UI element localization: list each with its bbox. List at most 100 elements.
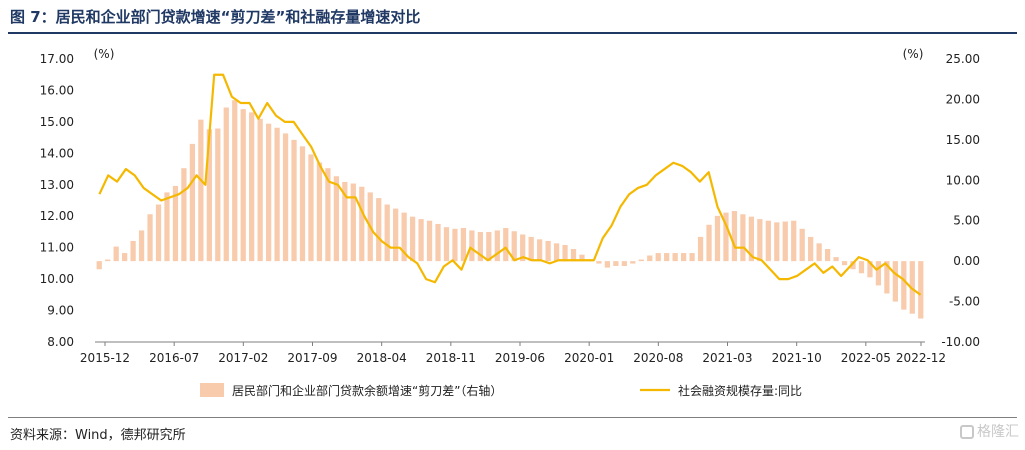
footer-divider [8,417,1017,418]
bar [791,220,797,262]
bar [147,214,153,262]
left-tick-label: 8.00 [47,335,74,349]
bar [282,133,289,262]
legend: 居民部门和企业部门贷款余额增速“剪刀差”（右轴） 社会融资规模存量:同比 [200,383,802,398]
bar [96,261,102,270]
watermark-logo-icon [960,425,974,439]
bar [799,228,805,262]
left-tick-label: 9.00 [47,304,74,318]
legend-line-label: 社会融资规模存量:同比 [678,383,802,398]
x-tick-label: 2019-06 [495,351,545,365]
bar [249,112,255,262]
bar [681,253,687,262]
right-axis: -10.00 -5.00 0.00 5.00 10.00 15.00 20.00 25.00 [941,52,980,349]
bar [409,216,416,262]
bar [359,186,365,262]
bar [520,234,526,262]
bar [198,119,204,262]
bar [435,223,441,262]
bar [562,244,568,262]
bar [333,176,339,262]
bar [808,236,814,262]
x-tick-label: 2017-09 [287,351,337,365]
chart-title: 图 7：居民和企业部门贷款增速“剪刀差”和社融存量增速对比 [10,8,421,26]
legend-bar-swatch [200,383,224,397]
right-tick-label: 0.00 [953,254,980,268]
x-tick-label: 2021-10 [772,351,822,365]
bar-series [96,100,924,319]
x-tick-label: 2017-02 [218,351,268,365]
bar [884,261,890,294]
bar [858,261,865,274]
bar [655,253,661,262]
bar [291,139,297,262]
bar [545,240,551,262]
bar [672,253,678,262]
bar [833,257,839,262]
bar [596,261,602,264]
bar [181,168,187,262]
bar [257,118,263,262]
bar [511,231,517,262]
bar [723,212,729,262]
bar [342,181,348,262]
x-tick-label: 2021-03 [702,351,752,365]
bar [901,261,907,310]
x-tick-label: 2022-12 [896,351,946,365]
title-divider [8,32,1017,34]
bar [613,261,619,266]
right-tick-label: -5.00 [949,295,980,309]
left-tick-label: 14.00 [40,146,74,160]
bar [782,221,788,262]
bar [274,127,280,262]
bar [621,261,627,266]
bar [155,204,162,262]
bar [164,192,170,262]
bar [647,255,653,262]
legend-bar-label: 居民部门和企业部门贷款余额增速“剪刀差”（右轴） [232,383,502,398]
left-tick-label: 13.00 [40,178,74,192]
bar [528,236,534,262]
bar [240,109,246,262]
bar [638,259,644,262]
bar [460,227,467,262]
bar [206,129,212,262]
left-tick-label: 11.00 [40,241,74,255]
x-tick-label: 2015-12 [80,351,130,365]
bar [299,146,306,262]
bar [816,243,822,262]
bar [130,240,136,262]
right-tick-label: 15.00 [946,133,980,147]
bar [765,220,771,262]
x-tick-label: 2018-04 [357,351,407,365]
left-tick-label: 17.00 [40,52,74,66]
bar [697,236,704,262]
bar [443,227,450,262]
bar [689,253,695,262]
x-tick-label: 2016-07 [149,351,199,365]
bar [215,128,221,262]
bar [469,230,475,262]
bar [757,219,763,262]
watermark: 格隆汇 [960,421,1019,441]
bar [122,253,128,262]
bar [892,261,898,302]
x-tick-label: 2018-11 [426,351,476,365]
bar [223,107,229,262]
x-axis: 2015-12 2016-07 2017-02 2017-09 2018-04 2018-… [80,342,946,365]
right-axis-unit: (%) [903,47,924,61]
right-tick-label: 20.00 [946,92,980,106]
bar [113,246,119,262]
bar [418,219,424,262]
x-tick-label: 2020-08 [633,351,683,365]
bar [875,261,882,286]
bar [630,261,636,264]
bar [232,100,238,262]
bar [579,254,585,262]
bar [748,216,754,262]
left-axis-unit: (%) [94,47,115,61]
bar [706,224,712,262]
bar [308,154,314,262]
bar [393,208,399,262]
left-tick-label: 15.00 [40,115,74,129]
